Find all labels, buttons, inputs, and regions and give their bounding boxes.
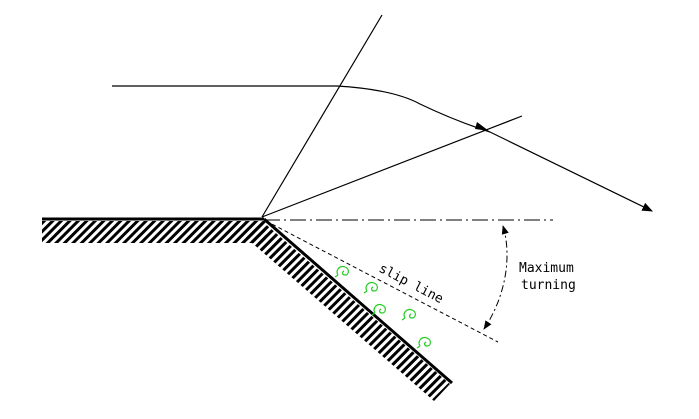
inclined-wall-hatching xyxy=(244,221,450,401)
vortex-group xyxy=(334,265,431,349)
max-turning-arc xyxy=(483,225,509,330)
inclined-wall-surface xyxy=(263,217,453,385)
upper-wall xyxy=(42,217,266,243)
vortex-icon xyxy=(416,336,431,349)
max-turning-label-line1: Maximum xyxy=(519,261,574,276)
max-turning-label: Maximum turning xyxy=(519,261,582,293)
slip-line xyxy=(265,220,499,343)
vortex-icon xyxy=(401,308,416,321)
streamline xyxy=(112,85,653,212)
max-turning-label-line2: turning xyxy=(521,278,576,293)
upper-wall-hatching xyxy=(42,221,266,243)
streamline-mid-arrow xyxy=(475,122,489,131)
vortex-icon xyxy=(363,281,378,294)
vortex-icon xyxy=(371,303,386,316)
leading-mach-line xyxy=(261,14,383,218)
inclined-wall xyxy=(244,217,453,401)
vortex-icon xyxy=(334,265,349,278)
trailing-mach-line xyxy=(261,115,523,218)
